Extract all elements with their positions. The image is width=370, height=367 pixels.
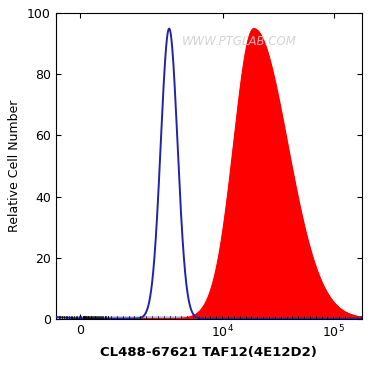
X-axis label: CL488-67621 TAF12(4E12D2): CL488-67621 TAF12(4E12D2)	[100, 346, 317, 359]
Y-axis label: Relative Cell Number: Relative Cell Number	[9, 100, 21, 232]
Text: WWW.PTGLAB.COM: WWW.PTGLAB.COM	[182, 35, 297, 48]
